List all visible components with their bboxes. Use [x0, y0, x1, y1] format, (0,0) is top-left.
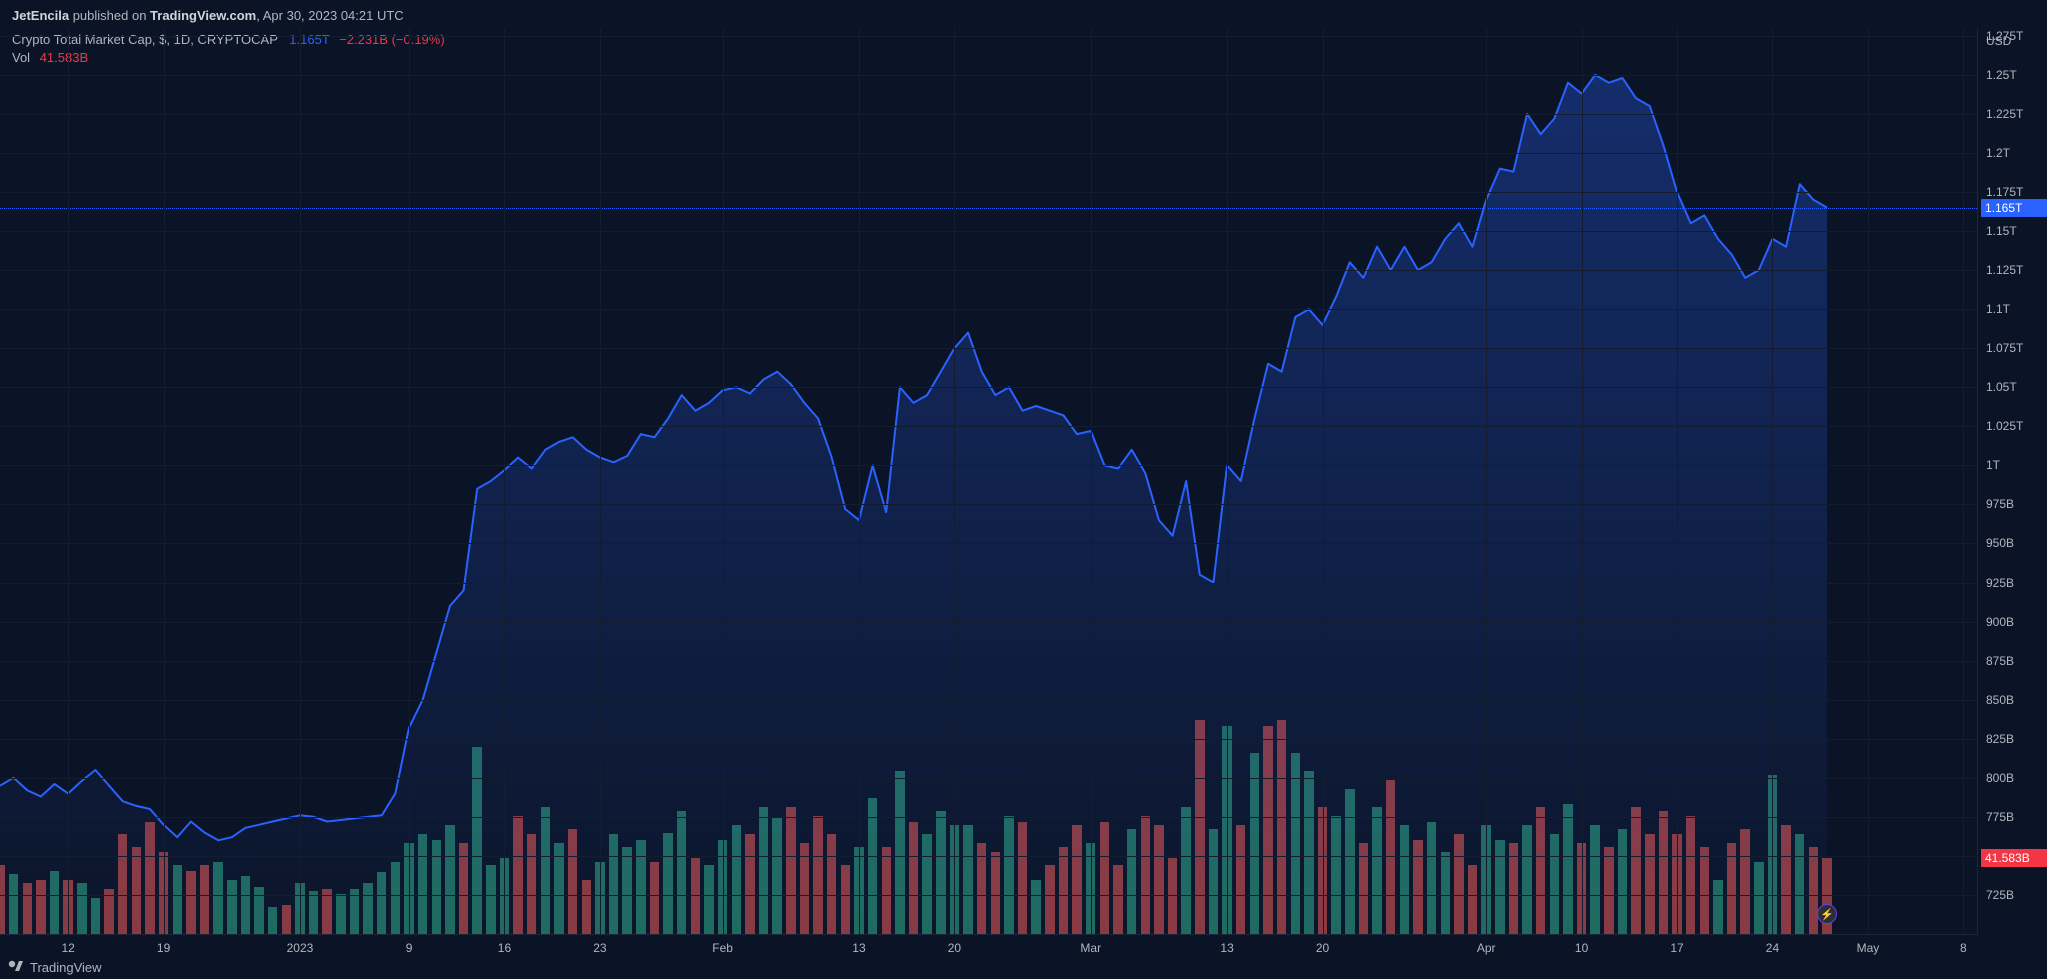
v-gridline: [68, 28, 69, 934]
h-gridline: [0, 543, 1977, 544]
published-on-text: published on: [69, 8, 150, 23]
price-line-layer: [0, 28, 1977, 934]
y-tick-label: 850B: [1986, 693, 2014, 707]
h-gridline: [0, 192, 1977, 193]
x-tick-label: 13: [1220, 941, 1233, 955]
y-tick-label: 800B: [1986, 771, 2014, 785]
v-gridline: [600, 28, 601, 934]
y-tick-label: 1.175T: [1986, 185, 2023, 199]
x-tick-label: 23: [593, 941, 606, 955]
x-tick-label: Mar: [1080, 941, 1101, 955]
h-gridline: [0, 426, 1977, 427]
h-gridline: [0, 75, 1977, 76]
last-volume-tag: 41.583B: [1981, 849, 2047, 867]
h-gridline: [0, 387, 1977, 388]
x-tick-label: 13: [852, 941, 865, 955]
footer-brand: TradingView: [8, 960, 102, 975]
publish-header: JetEncila published on TradingView.com, …: [12, 8, 404, 23]
x-tick-label: 12: [61, 941, 74, 955]
y-tick-label: 1.15T: [1986, 224, 2017, 238]
site-name: TradingView.com: [150, 8, 256, 23]
y-tick-label: 775B: [1986, 810, 2014, 824]
y-tick-label: 1.1T: [1986, 302, 2010, 316]
x-tick-label: 19: [157, 941, 170, 955]
v-gridline: [1227, 28, 1228, 934]
h-gridline: [0, 622, 1977, 623]
h-gridline: [0, 309, 1977, 310]
y-tick-label: 825B: [1986, 732, 2014, 746]
y-tick-label: 975B: [1986, 497, 2014, 511]
x-tick-label: Apr: [1477, 941, 1496, 955]
y-tick-label: 925B: [1986, 576, 2014, 590]
x-tick-label: 17: [1670, 941, 1683, 955]
y-tick-label: 1.2T: [1986, 146, 2010, 160]
x-tick-label: 10: [1575, 941, 1588, 955]
bolt-icon[interactable]: ⚡: [1817, 904, 1837, 924]
x-tick-label: 8: [1960, 941, 1967, 955]
y-tick-label: 1.075T: [1986, 341, 2023, 355]
y-tick-label: 875B: [1986, 654, 2014, 668]
h-gridline: [0, 700, 1977, 701]
footer-brand-text: TradingView: [30, 960, 102, 975]
h-gridline: [0, 114, 1977, 115]
y-tick-label: 1T: [1986, 458, 2000, 472]
v-gridline: [1963, 28, 1964, 934]
x-tick-label: May: [1857, 941, 1880, 955]
v-gridline: [1772, 28, 1773, 934]
v-gridline: [1323, 28, 1324, 934]
v-gridline: [1486, 28, 1487, 934]
x-tick-label: 9: [406, 941, 413, 955]
tradingview-logo-icon: [8, 960, 26, 975]
x-tick-label: 20: [1316, 941, 1329, 955]
h-gridline: [0, 856, 1977, 857]
y-tick-label: 1.275T: [1986, 29, 2023, 43]
v-gridline: [300, 28, 301, 934]
h-gridline: [0, 270, 1977, 271]
x-tick-label: 2023: [287, 941, 314, 955]
h-gridline: [0, 778, 1977, 779]
h-gridline: [0, 153, 1977, 154]
y-tick-label: 1.025T: [1986, 419, 2023, 433]
author-name: JetEncila: [12, 8, 69, 23]
y-tick-label: 1.125T: [1986, 263, 2023, 277]
x-tick-label: 16: [498, 941, 511, 955]
y-tick-label: 725B: [1986, 888, 2014, 902]
x-tick-label: 20: [948, 941, 961, 955]
last-price-tag: 1.165T: [1981, 199, 2047, 217]
h-gridline: [0, 661, 1977, 662]
timestamp-text: , Apr 30, 2023 04:21 UTC: [256, 8, 403, 23]
last-price-line: [0, 208, 1977, 209]
x-tick-label: Feb: [712, 941, 733, 955]
y-tick-label: 1.225T: [1986, 107, 2023, 121]
v-gridline: [1868, 28, 1869, 934]
y-tick-label: 950B: [1986, 536, 2014, 550]
v-gridline: [1677, 28, 1678, 934]
v-gridline: [723, 28, 724, 934]
h-gridline: [0, 36, 1977, 37]
h-gridline: [0, 504, 1977, 505]
h-gridline: [0, 583, 1977, 584]
v-gridline: [1582, 28, 1583, 934]
h-gridline: [0, 739, 1977, 740]
y-tick-label: 1.25T: [1986, 68, 2017, 82]
y-tick-label: 900B: [1986, 615, 2014, 629]
x-axis[interactable]: 12 19 2023 9 16 23 Feb 13 20 Mar 13 20 Apr 10 17 24 May 8: [0, 934, 1977, 959]
h-gridline: [0, 231, 1977, 232]
h-gridline: [0, 895, 1977, 896]
h-gridline: [0, 465, 1977, 466]
h-gridline: [0, 817, 1977, 818]
y-axis[interactable]: USD 1.275T1.25T1.225T1.2T1.175T1.15T1.12…: [1977, 28, 2047, 934]
v-gridline: [954, 28, 955, 934]
h-gridline: [0, 348, 1977, 349]
v-gridline: [859, 28, 860, 934]
v-gridline: [1091, 28, 1092, 934]
y-tick-label: 1.05T: [1986, 380, 2017, 394]
v-gridline: [164, 28, 165, 934]
v-gridline: [409, 28, 410, 934]
x-tick-label: 24: [1766, 941, 1779, 955]
chart-area[interactable]: ⚡: [0, 28, 1977, 934]
v-gridline: [504, 28, 505, 934]
